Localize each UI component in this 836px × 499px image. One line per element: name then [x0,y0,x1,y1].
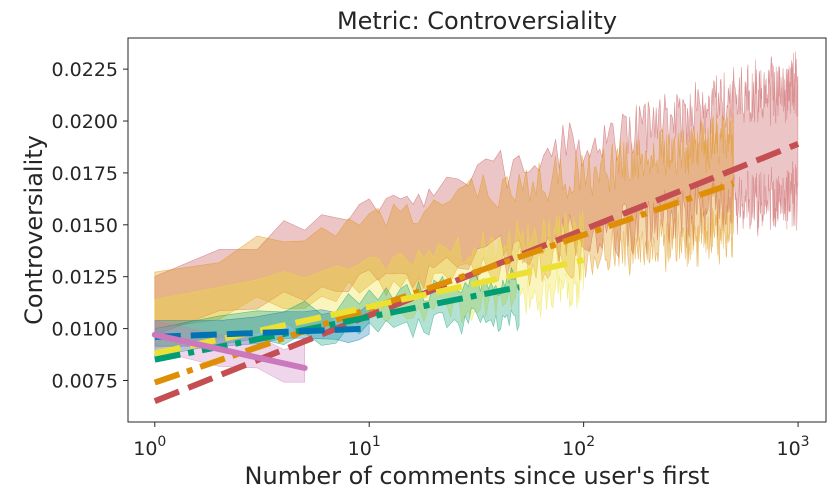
y-tick-label: 0.0200 [52,111,118,133]
band-group-100 [154,210,584,349]
x-tick-base: 10 [776,438,800,460]
x-axis-ticks: 100 101 102 103 [133,422,810,460]
x-tick-base: 10 [133,438,157,460]
fit-lines [151,141,800,404]
x-tick-exponent: 3 [801,434,810,450]
y-tick-label: 0.0150 [52,215,118,237]
fit-group-100 [154,257,585,357]
band-group-500 [154,108,734,330]
y-axis-label: Controversiality [20,135,48,325]
x-tick-label: 103 [776,434,809,460]
y-axis-ticks: 0.0075 0.0100 0.0125 0.0150 0.0175 0.0200 0.02… [52,59,128,392]
plot-area [127,37,827,423]
x-tick-label: 101 [348,434,381,460]
x-tick-label: 102 [562,434,595,460]
y-tick-label: 0.0100 [52,319,118,341]
x-tick-label: 100 [133,434,166,460]
chart-title: Metric: Controversiality [337,7,617,35]
x-tick-exponent: 2 [586,434,595,450]
y-tick-label: 0.0075 [52,370,118,392]
x-tick-exponent: 0 [157,434,166,450]
fit-group-500 [153,180,735,386]
y-tick-label: 0.0175 [52,163,118,185]
x-tick-exponent: 1 [372,434,381,450]
plot-frame [127,37,827,423]
x-tick-base: 10 [348,438,372,460]
x-tick-base: 10 [562,438,586,460]
x-axis-label: Number of comments since user's first [245,462,710,490]
y-tick-label: 0.0225 [52,59,118,81]
fit-group-5 [151,331,308,371]
y-tick-label: 0.0125 [52,267,118,289]
